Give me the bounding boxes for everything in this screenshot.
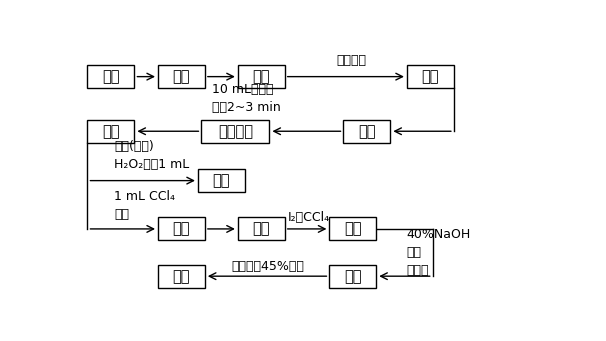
Bar [198, 169, 245, 192]
Text: 40%NaOH
溶液
至无色: 40%NaOH 溶液 至无色 [407, 228, 471, 277]
Bar [158, 265, 205, 288]
Text: 分液: 分液 [344, 269, 362, 284]
Text: I₂的CCl₄: I₂的CCl₄ [288, 211, 330, 224]
Bar [87, 65, 135, 88]
Text: 硫酸(几滴)
H₂O₂溶液1 mL: 硫酸(几滴) H₂O₂溶液1 mL [115, 140, 190, 171]
Text: 观察: 观察 [213, 173, 230, 188]
Bar [158, 65, 205, 88]
Bar [201, 120, 270, 143]
Text: 分液: 分液 [253, 221, 270, 236]
Bar [238, 217, 285, 240]
Text: 冷却过滤: 冷却过滤 [218, 124, 253, 139]
Bar [238, 65, 285, 88]
Text: 10 mL蕌馏水
煎沑2~3 min: 10 mL蕌馏水 煎沑2~3 min [212, 83, 281, 114]
Text: 灸烧: 灸烧 [422, 69, 439, 84]
Text: 水层加入45%硫酸: 水层加入45%硫酸 [231, 260, 304, 273]
Text: 刷洗: 刷洗 [173, 69, 190, 84]
Text: 产品: 产品 [173, 269, 190, 284]
Text: 转移: 转移 [344, 221, 362, 236]
Text: 滤液: 滤液 [102, 124, 120, 139]
Bar [158, 217, 205, 240]
Text: 称取: 称取 [102, 69, 120, 84]
Text: 剪碎: 剪碎 [253, 69, 270, 84]
Bar [87, 120, 135, 143]
Text: 1 mL CCl₄
溶液: 1 mL CCl₄ 溶液 [115, 190, 175, 221]
Bar [407, 65, 454, 88]
Text: 观察: 观察 [173, 221, 190, 236]
Bar [344, 120, 390, 143]
Text: 转移: 转移 [358, 124, 376, 139]
Bar [330, 217, 376, 240]
Text: 酒精润湿: 酒精润湿 [336, 54, 367, 68]
Bar [330, 265, 376, 288]
